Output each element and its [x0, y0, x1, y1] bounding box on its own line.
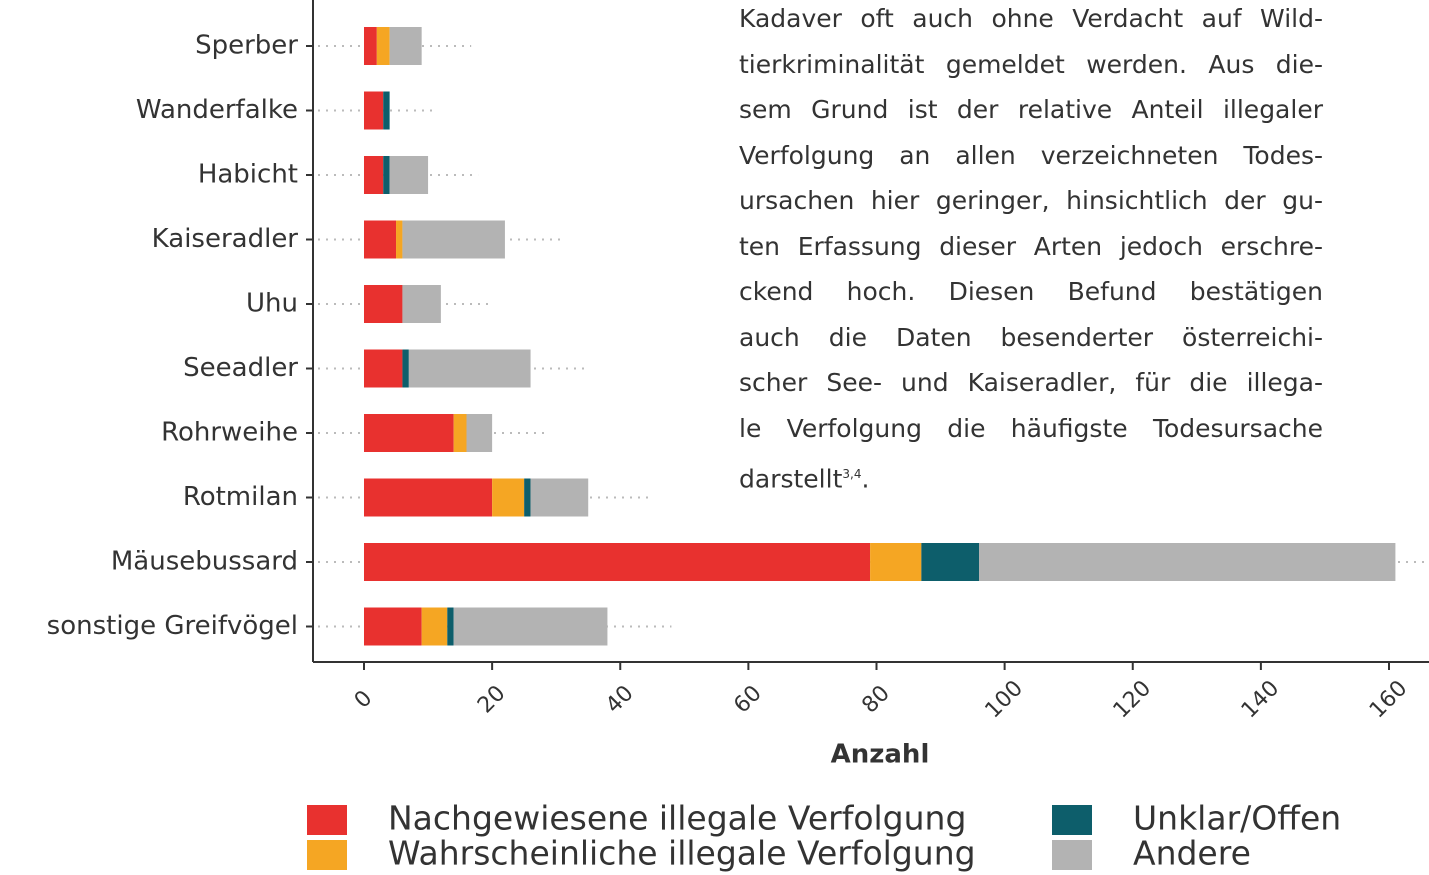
bar-segment — [402, 285, 441, 323]
legend-label: Wahrscheinliche illegale Verfolgung — [388, 834, 976, 873]
legend-label: Nachgewiesene illegale Verfolgung — [388, 799, 966, 838]
bar-segment — [364, 414, 454, 452]
y-tick-label: Uhu — [246, 289, 298, 319]
legend-swatch — [1052, 805, 1092, 835]
text-line: auch die Daten besenderter österreichi- — [739, 322, 1323, 352]
bar-segment — [364, 91, 384, 130]
legend-swatch — [1052, 840, 1092, 870]
text-line: ckend hoch. Diesen Befund bestätigen — [739, 277, 1323, 306]
bar-segment — [524, 478, 531, 517]
bar-segment — [364, 607, 422, 646]
bar-segment — [870, 543, 922, 581]
y-tick-label: Kaiseradler — [152, 224, 299, 254]
y-tick-label: Seeadler — [183, 353, 298, 383]
bar-segment — [447, 607, 454, 646]
bar-segment — [396, 220, 403, 259]
y-tick-label: Wanderfalke — [136, 95, 298, 125]
bar-segment — [364, 27, 377, 65]
text-line: darstellt — [739, 464, 843, 494]
x-tick-label: 160 — [1365, 676, 1412, 723]
text-line: le Verfolgung die häufigste Todesursache — [739, 413, 1323, 443]
bar-segment — [364, 478, 493, 517]
bar-segment — [364, 543, 871, 581]
bar-segment — [421, 607, 448, 646]
text-line: . — [861, 464, 870, 494]
y-tick-label: sonstige Greifvögel — [47, 611, 298, 641]
legend-swatch — [307, 805, 347, 835]
x-tick-label: 80 — [857, 681, 894, 718]
bar-segment — [364, 349, 403, 388]
x-tick-label: 140 — [1237, 676, 1284, 723]
bar-segment — [383, 156, 390, 194]
bar-segment — [389, 27, 422, 65]
text-line: ten Erfassung dieser Arten jedoch erschr… — [739, 231, 1323, 261]
text-line: Kadaver oft auch ohne Verdacht auf Wild- — [739, 4, 1323, 33]
bar-segment — [389, 156, 429, 194]
x-tick-label: 20 — [473, 681, 510, 718]
bar-segment — [402, 349, 409, 388]
x-tick-label: 120 — [1109, 676, 1156, 723]
bar-segment — [364, 156, 384, 194]
bar-segment — [921, 543, 979, 581]
bar-segment — [453, 414, 467, 452]
bar-segment — [408, 349, 531, 388]
bar-segment — [466, 414, 493, 452]
y-tick-label: Mäusebussard — [111, 547, 298, 577]
x-tick-label: 60 — [729, 681, 766, 718]
x-axis-label: Anzahl — [831, 740, 930, 770]
y-tick-label: Sperber — [195, 31, 298, 61]
bar-segment — [364, 220, 397, 259]
legend-label: Unklar/Offen — [1133, 799, 1341, 838]
bar-segment — [979, 543, 1396, 581]
y-tick-label: Rotmilan — [183, 482, 298, 512]
footnote-ref: 3,4 — [842, 467, 862, 481]
text-line: sem Grund ist der relative Anteil illega… — [739, 95, 1323, 124]
text-line: darstellt3,4. — [739, 455, 1323, 501]
y-tick-label: Rohrweihe — [161, 418, 298, 448]
x-tick-label: 100 — [981, 676, 1028, 723]
bar-segment — [402, 220, 505, 259]
text-line: ursachen hier geringer, hinsichtlich der… — [739, 186, 1323, 215]
bar-segment — [364, 285, 403, 323]
bar-segment — [530, 478, 589, 517]
text-line: Verfolgung an allen verzeichneten Todes- — [739, 140, 1323, 170]
x-tick-label: 40 — [601, 681, 638, 718]
legend-swatch — [307, 840, 347, 870]
text-line: scher See- und Kaiseradler, für die ille… — [739, 368, 1323, 397]
y-tick-label: Habicht — [198, 160, 298, 190]
bar-segment — [453, 607, 608, 646]
text-line: tierkriminalität gemeldet werden. Aus di… — [739, 49, 1323, 79]
legend-label: Andere — [1133, 834, 1251, 873]
bar-segment — [383, 91, 390, 130]
bar-segment — [376, 27, 390, 65]
bar-segment — [492, 478, 525, 517]
paragraph: Kadaver oft auch ohne Verdacht auf Wild-… — [739, 0, 1323, 501]
x-tick-label: 0 — [350, 686, 378, 714]
